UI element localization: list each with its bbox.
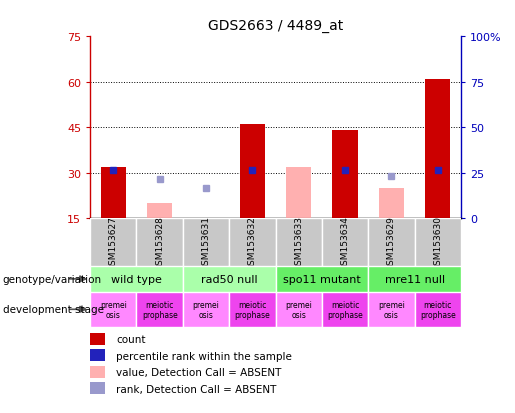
Text: meiotic
prophase: meiotic prophase — [420, 300, 456, 319]
Text: GSM153629: GSM153629 — [387, 215, 396, 270]
Bar — [136, 219, 183, 266]
Text: premei
osis: premei osis — [378, 300, 405, 319]
Text: GSM153631: GSM153631 — [201, 215, 211, 270]
Bar — [90, 366, 105, 378]
Text: mre11 null: mre11 null — [385, 274, 444, 284]
Text: percentile rank within the sample: percentile rank within the sample — [116, 351, 292, 361]
Bar — [368, 266, 461, 292]
Title: GDS2663 / 4489_at: GDS2663 / 4489_at — [208, 19, 343, 33]
Bar — [183, 219, 229, 266]
Bar — [183, 292, 229, 327]
Text: GSM153633: GSM153633 — [294, 215, 303, 270]
Bar — [147, 204, 173, 219]
Bar — [425, 80, 451, 219]
Bar — [90, 333, 105, 345]
Bar — [90, 292, 136, 327]
Text: rank, Detection Call = ABSENT: rank, Detection Call = ABSENT — [116, 384, 277, 394]
Bar — [332, 131, 358, 219]
Text: GSM153627: GSM153627 — [109, 215, 118, 270]
Bar — [183, 266, 276, 292]
Text: premei
osis: premei osis — [193, 300, 219, 319]
Bar — [229, 292, 276, 327]
Text: development stage: development stage — [3, 304, 104, 315]
Bar — [229, 219, 276, 266]
Text: spo11 mutant: spo11 mutant — [283, 274, 360, 284]
Bar — [379, 189, 404, 219]
Bar — [90, 219, 136, 266]
Bar — [90, 349, 105, 361]
Bar — [136, 292, 183, 327]
Bar — [90, 382, 105, 394]
Bar — [276, 292, 322, 327]
Text: meiotic
prophase: meiotic prophase — [327, 300, 363, 319]
Text: premei
osis: premei osis — [285, 300, 312, 319]
Bar — [322, 292, 368, 327]
Bar — [276, 266, 368, 292]
Text: GSM153628: GSM153628 — [155, 215, 164, 270]
Bar — [286, 167, 312, 219]
Text: GSM153634: GSM153634 — [340, 215, 350, 270]
Bar — [239, 125, 265, 219]
Bar — [90, 266, 183, 292]
Text: meiotic
prophase: meiotic prophase — [234, 300, 270, 319]
Bar — [368, 219, 415, 266]
Bar — [100, 167, 126, 219]
Bar — [415, 292, 461, 327]
Text: value, Detection Call = ABSENT: value, Detection Call = ABSENT — [116, 368, 282, 377]
Text: count: count — [116, 335, 146, 344]
Bar — [322, 219, 368, 266]
Text: rad50 null: rad50 null — [201, 274, 258, 284]
Bar — [276, 219, 322, 266]
Text: genotype/variation: genotype/variation — [3, 274, 101, 284]
Bar — [368, 292, 415, 327]
Bar — [415, 219, 461, 266]
Text: GSM153630: GSM153630 — [433, 215, 442, 270]
Text: meiotic
prophase: meiotic prophase — [142, 300, 178, 319]
Text: premei
osis: premei osis — [100, 300, 127, 319]
Text: GSM153632: GSM153632 — [248, 215, 257, 270]
Text: wild type: wild type — [111, 274, 162, 284]
